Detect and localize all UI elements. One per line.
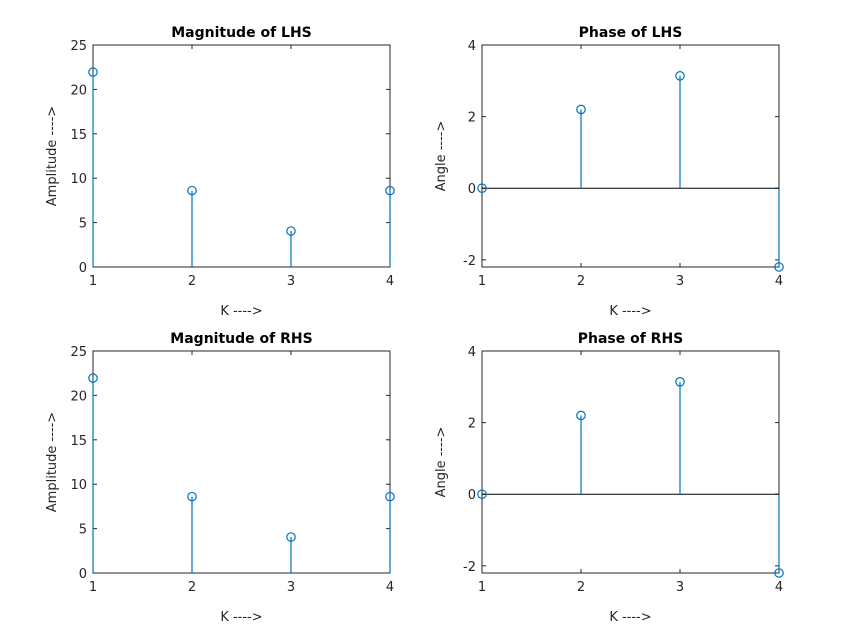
x-tick-label: 2 [577,274,585,289]
y-tick-label: -2 [463,560,476,575]
axes-frame [481,350,780,574]
stem-marker [477,183,487,194]
y-tick-label: 2 [468,417,476,432]
y-tick-label: 5 [79,523,87,538]
x-tick-label: 1 [89,580,97,595]
subplot-4: Phase of RHS 1 2 3 4 -2 0 2 4 K ----> Angle ----> [434,331,784,625]
stem-marker [88,67,98,77]
subplot-2: Phase of LHS 1 2 3 4 -2 0 2 4 K ----> Angle ----> [434,25,784,319]
x-axis-label: K ----> [220,610,262,625]
stem-marker [576,410,586,421]
y-tick-label: 5 [79,217,87,232]
axes-frame [92,44,391,268]
x-axis-label: K ----> [609,304,651,319]
stem-marker [286,226,296,236]
stem-marker [576,104,586,115]
x-tick-label: 4 [775,274,783,289]
subplot-title: Magnitude of LHS [171,25,312,41]
x-axis-label: K ----> [220,304,262,319]
x-tick-label: 2 [188,580,196,595]
y-tick-label: 10 [70,478,87,493]
y-tick-label: 0 [79,261,87,276]
y-tick-label: 25 [70,345,87,360]
y-axis-label: Angle ----> [434,121,449,192]
y-axis-label: Amplitude ----> [45,106,60,206]
subplot-title: Magnitude of RHS [170,331,312,347]
subplot-title: Phase of LHS [579,25,683,41]
y-tick-label: 10 [70,172,87,187]
stem-marker [675,376,685,387]
y-axis-label: Amplitude ----> [45,412,60,512]
subplot-3: Magnitude of RHS 1 2 3 4 0 5 10 15 20 25 K ----> Amp… [45,331,395,625]
x-tick-label: 2 [188,274,196,289]
y-tick-label: 20 [70,83,87,98]
stem-marker [187,491,197,502]
y-tick-label: 0 [79,567,87,582]
y-tick-label: 0 [468,182,476,197]
x-axis-label: K ----> [609,610,651,625]
stem-marker [774,262,784,272]
y-tick-label: 0 [468,488,476,503]
stem-marker [385,491,395,502]
stem-marker [477,489,487,500]
y-tick-label: 15 [70,434,87,449]
y-tick-label: 20 [70,389,87,404]
x-tick-label: 4 [775,580,783,595]
y-tick-label: -2 [463,254,476,269]
x-tick-label: 1 [478,580,486,595]
x-tick-label: 1 [478,274,486,289]
stem-marker [385,185,395,196]
y-tick-label: 15 [70,128,87,143]
x-tick-label: 3 [676,580,684,595]
subplot-title: Phase of RHS [578,331,684,347]
axes-frame [481,44,780,268]
stem-marker [774,568,784,578]
y-tick-label: 2 [468,111,476,126]
y-tick-label: 4 [468,39,476,54]
x-tick-label: 2 [577,580,585,595]
x-tick-label: 4 [386,274,394,289]
axes-frame [92,350,391,574]
x-tick-label: 3 [287,274,295,289]
subplot-1: Magnitude of LHS 1 2 3 4 0 5 10 15 20 25 K ----> Amp… [45,25,395,319]
y-tick-label: 25 [70,39,87,54]
y-axis-label: Angle ----> [434,427,449,498]
x-tick-label: 3 [287,580,295,595]
x-tick-label: 1 [89,274,97,289]
stem-marker [187,185,197,196]
y-tick-label: 4 [468,345,476,360]
stem-marker [675,70,685,81]
x-tick-label: 4 [386,580,394,595]
x-tick-label: 3 [676,274,684,289]
stem-marker [88,373,98,383]
stem-marker [286,532,296,542]
